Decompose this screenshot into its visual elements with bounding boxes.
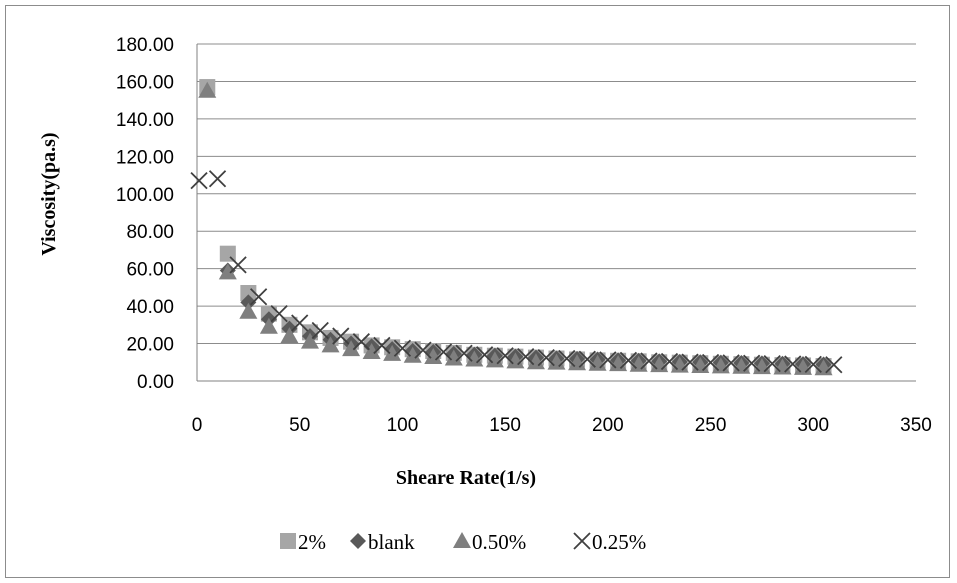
data-point — [249, 288, 268, 306]
data-point — [383, 344, 402, 361]
data-point — [722, 354, 740, 372]
x-tick-label: 100 — [387, 415, 419, 436]
data-point — [496, 347, 514, 365]
data-point — [599, 351, 617, 369]
legend-label: blank — [368, 530, 415, 554]
data-point — [414, 341, 432, 359]
data-point — [475, 346, 494, 364]
gridlines — [196, 43, 916, 382]
x-tick-label: 150 — [489, 415, 521, 436]
data-point — [547, 353, 566, 370]
x-tick-label: 350 — [900, 415, 932, 436]
x-tick-label: 50 — [289, 415, 310, 436]
data-point — [485, 351, 504, 368]
x-tick-label: 200 — [592, 415, 624, 436]
data-point — [259, 317, 278, 334]
data-point — [434, 343, 453, 361]
data-point — [198, 81, 217, 98]
data-point — [352, 333, 370, 351]
data-point — [660, 352, 679, 371]
data-point — [321, 336, 340, 353]
data-point — [784, 355, 802, 373]
data-point — [804, 355, 822, 373]
data-point — [393, 339, 412, 357]
legend-marker — [280, 533, 296, 549]
x-tick-label: 250 — [695, 415, 727, 436]
data-point — [619, 351, 638, 370]
data-point — [291, 314, 309, 332]
data-point — [537, 348, 555, 367]
legend-marker — [453, 532, 471, 548]
data-point — [455, 344, 473, 362]
chart-frame: 0.00 20.00 40.00 60.00 80.00 100.00 120.00 140.… — [5, 5, 950, 578]
data-point — [190, 172, 208, 190]
data-point — [218, 263, 237, 280]
data-points — [190, 79, 843, 376]
data-point — [424, 348, 443, 365]
data-point — [506, 352, 525, 369]
x-axis-title: Sheare Rate(1/s) — [396, 467, 536, 489]
data-point — [240, 285, 257, 302]
data-point — [332, 327, 350, 345]
data-point — [681, 353, 699, 371]
data-point — [270, 304, 288, 323]
data-point — [362, 342, 381, 359]
y-tick-label: 80.00 — [126, 222, 174, 243]
legend-label: 0.50% — [472, 530, 526, 554]
data-point — [240, 294, 257, 311]
y-tick-label: 140.00 — [116, 110, 174, 131]
y-tick-label: 0.00 — [137, 372, 174, 393]
data-point — [373, 336, 391, 355]
data-point — [444, 349, 463, 366]
x-axis-ticks: 0 50 100 150 200 250 300 350 — [192, 415, 932, 436]
data-point — [311, 321, 329, 340]
y-tick-label: 160.00 — [116, 72, 174, 93]
legend-marker — [350, 533, 366, 549]
y-tick-label: 60.00 — [126, 260, 174, 281]
data-point — [280, 327, 299, 344]
legend: 2% blank 0.50% 0.25% — [280, 530, 646, 554]
data-point — [229, 256, 247, 274]
y-tick-label: 20.00 — [126, 335, 174, 356]
x-tick-label: 300 — [797, 415, 829, 436]
data-point — [825, 356, 843, 374]
data-point — [239, 302, 258, 319]
y-tick-label: 40.00 — [126, 297, 174, 318]
y-axis-ticks: 0.00 20.00 40.00 60.00 80.00 100.00 120.00 140.… — [116, 35, 174, 393]
y-axis-title: Viscosity(pa.s) — [38, 132, 60, 255]
data-point — [558, 349, 576, 368]
data-point — [465, 350, 484, 367]
data-point — [763, 354, 781, 373]
data-point — [208, 170, 227, 188]
data-point — [578, 350, 596, 368]
y-tick-label: 180.00 — [116, 35, 174, 56]
data-point — [517, 348, 535, 366]
y-tick-label: 100.00 — [116, 185, 174, 206]
legend-label: 2% — [298, 530, 326, 554]
series-3 — [190, 170, 843, 374]
scatter-chart: 0.00 20.00 40.00 60.00 80.00 100.00 120.00 140.… — [38, 35, 932, 554]
data-point — [640, 352, 658, 370]
legend-label: 0.25% — [592, 530, 646, 554]
data-point — [526, 353, 545, 370]
data-point — [342, 340, 361, 357]
data-point — [743, 354, 761, 372]
data-point — [701, 353, 720, 372]
y-tick-label: 120.00 — [116, 147, 174, 168]
data-point — [300, 332, 319, 349]
data-point — [403, 346, 422, 363]
x-tick-label: 0 — [192, 415, 203, 436]
legend-marker — [573, 532, 591, 550]
